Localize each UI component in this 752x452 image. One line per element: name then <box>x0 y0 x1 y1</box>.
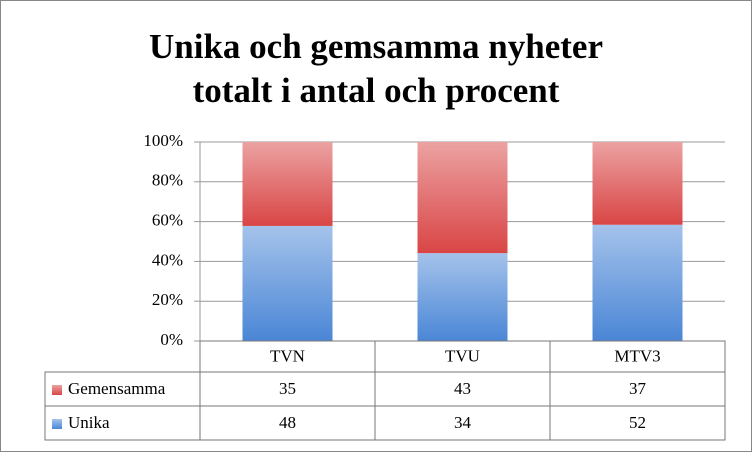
bar <box>592 224 683 341</box>
legend-label: Unika <box>68 413 110 432</box>
table-value: 52 <box>629 413 646 432</box>
table-value: 48 <box>279 413 296 432</box>
bar <box>242 225 333 341</box>
x-tick-label: TVU <box>445 346 480 365</box>
bar <box>242 142 333 226</box>
bar <box>417 142 508 254</box>
y-tick-label: 80% <box>152 171 183 190</box>
legend-swatch <box>52 419 62 429</box>
table-value: 37 <box>629 379 647 398</box>
y-tick-label: 40% <box>152 250 183 269</box>
bar <box>417 253 508 341</box>
x-tick-label: TVN <box>270 346 305 365</box>
bar <box>592 142 683 225</box>
legend-swatch <box>52 385 62 395</box>
legend-label: Gemensamma <box>68 379 166 398</box>
y-tick-label: 60% <box>152 211 183 230</box>
y-tick-label: 100% <box>143 131 183 150</box>
table-value: 34 <box>454 413 472 432</box>
chart-title: totalt i antal och procent <box>193 71 560 110</box>
x-tick-label: MTV3 <box>614 346 660 365</box>
y-tick-label: 20% <box>152 290 183 309</box>
table-value: 35 <box>279 379 296 398</box>
chart-title: Unika och gemsamma nyheter <box>149 27 603 66</box>
y-tick-label: 0% <box>160 330 183 349</box>
table-value: 43 <box>454 379 471 398</box>
